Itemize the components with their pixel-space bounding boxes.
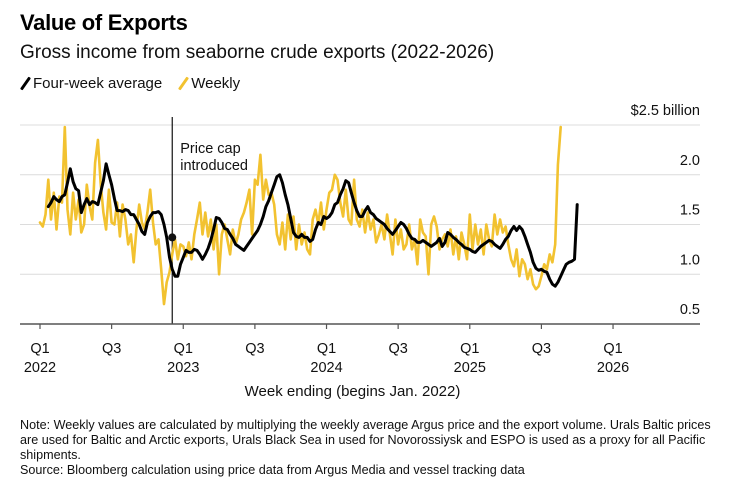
x-tick-label: Q1 bbox=[603, 341, 622, 357]
legend-label: Weekly bbox=[191, 75, 241, 92]
legend: Four-week average Weekly bbox=[19, 75, 250, 92]
annotation-label-line2: introduced bbox=[180, 158, 248, 174]
gridlines bbox=[20, 124, 700, 275]
x-tick-label: Q1 bbox=[30, 341, 49, 357]
legend-item-weekly: Weekly bbox=[178, 75, 240, 92]
price-cap-dot bbox=[168, 233, 177, 242]
x-axis-labels: Q1 2022 Q3 Q1 2023 Q3 Q1 2024 Q3 Q1 2025 Q3 Q1 2026 bbox=[24, 341, 629, 376]
y-tick-label: 1.0 bbox=[680, 252, 700, 268]
legend-item-four-week-average: Four-week average bbox=[19, 75, 163, 92]
annotation-label-line1: Price cap bbox=[180, 141, 240, 157]
x-tick-year-label: 2024 bbox=[310, 360, 342, 376]
source-text: Source: Bloomberg calculation using pric… bbox=[20, 463, 525, 477]
x-tick-year-label: 2025 bbox=[454, 360, 486, 376]
note-text: Note: Weekly values are calculated by mu… bbox=[20, 418, 711, 462]
x-tick-year-label: 2026 bbox=[597, 360, 629, 376]
series-line-weekly bbox=[38, 125, 562, 306]
x-tick-label: Q3 bbox=[388, 341, 407, 357]
x-tick-label: Q1 bbox=[460, 341, 479, 357]
chart-subtitle: Gross income from seaborne crude exports… bbox=[20, 42, 495, 63]
y-tick-label: 0.5 bbox=[680, 302, 700, 318]
legend-swatch-yellow-icon bbox=[178, 76, 190, 91]
y-tick-label: 1.5 bbox=[680, 203, 700, 219]
y-axis-labels: $2.5 billion 2.0 1.5 1.0 0.5 bbox=[631, 103, 700, 318]
legend-swatch-black-icon bbox=[19, 76, 32, 91]
x-tick-label: Q1 bbox=[174, 341, 193, 357]
notes: Note: Weekly values are calculated by mu… bbox=[20, 418, 720, 478]
x-tick-label: Q3 bbox=[532, 341, 551, 357]
series-line-four-week-average bbox=[46, 162, 579, 288]
y-tick-label: 2.0 bbox=[680, 153, 700, 169]
line-chart: $2.5 billion 2.0 1.5 1.0 0.5 Price capintrod… bbox=[20, 103, 700, 376]
x-tick-year-label: 2022 bbox=[24, 360, 56, 376]
x-tick-year-label: 2023 bbox=[167, 360, 199, 376]
x-tick-label: Q3 bbox=[102, 341, 121, 357]
x-tick-label: Q3 bbox=[245, 341, 264, 357]
x-tick-label: Q1 bbox=[317, 341, 336, 357]
x-axis-title-text: Week ending (begins Jan. 2022) bbox=[244, 383, 461, 400]
x-axis bbox=[20, 323, 700, 329]
x-axis-title: Week ending (begins Jan. 2022) bbox=[0, 383, 729, 400]
y-tick-label: $2.5 billion bbox=[631, 103, 700, 119]
chart-title: Value of Exports bbox=[20, 10, 188, 35]
legend-label: Four-week average bbox=[33, 75, 163, 92]
